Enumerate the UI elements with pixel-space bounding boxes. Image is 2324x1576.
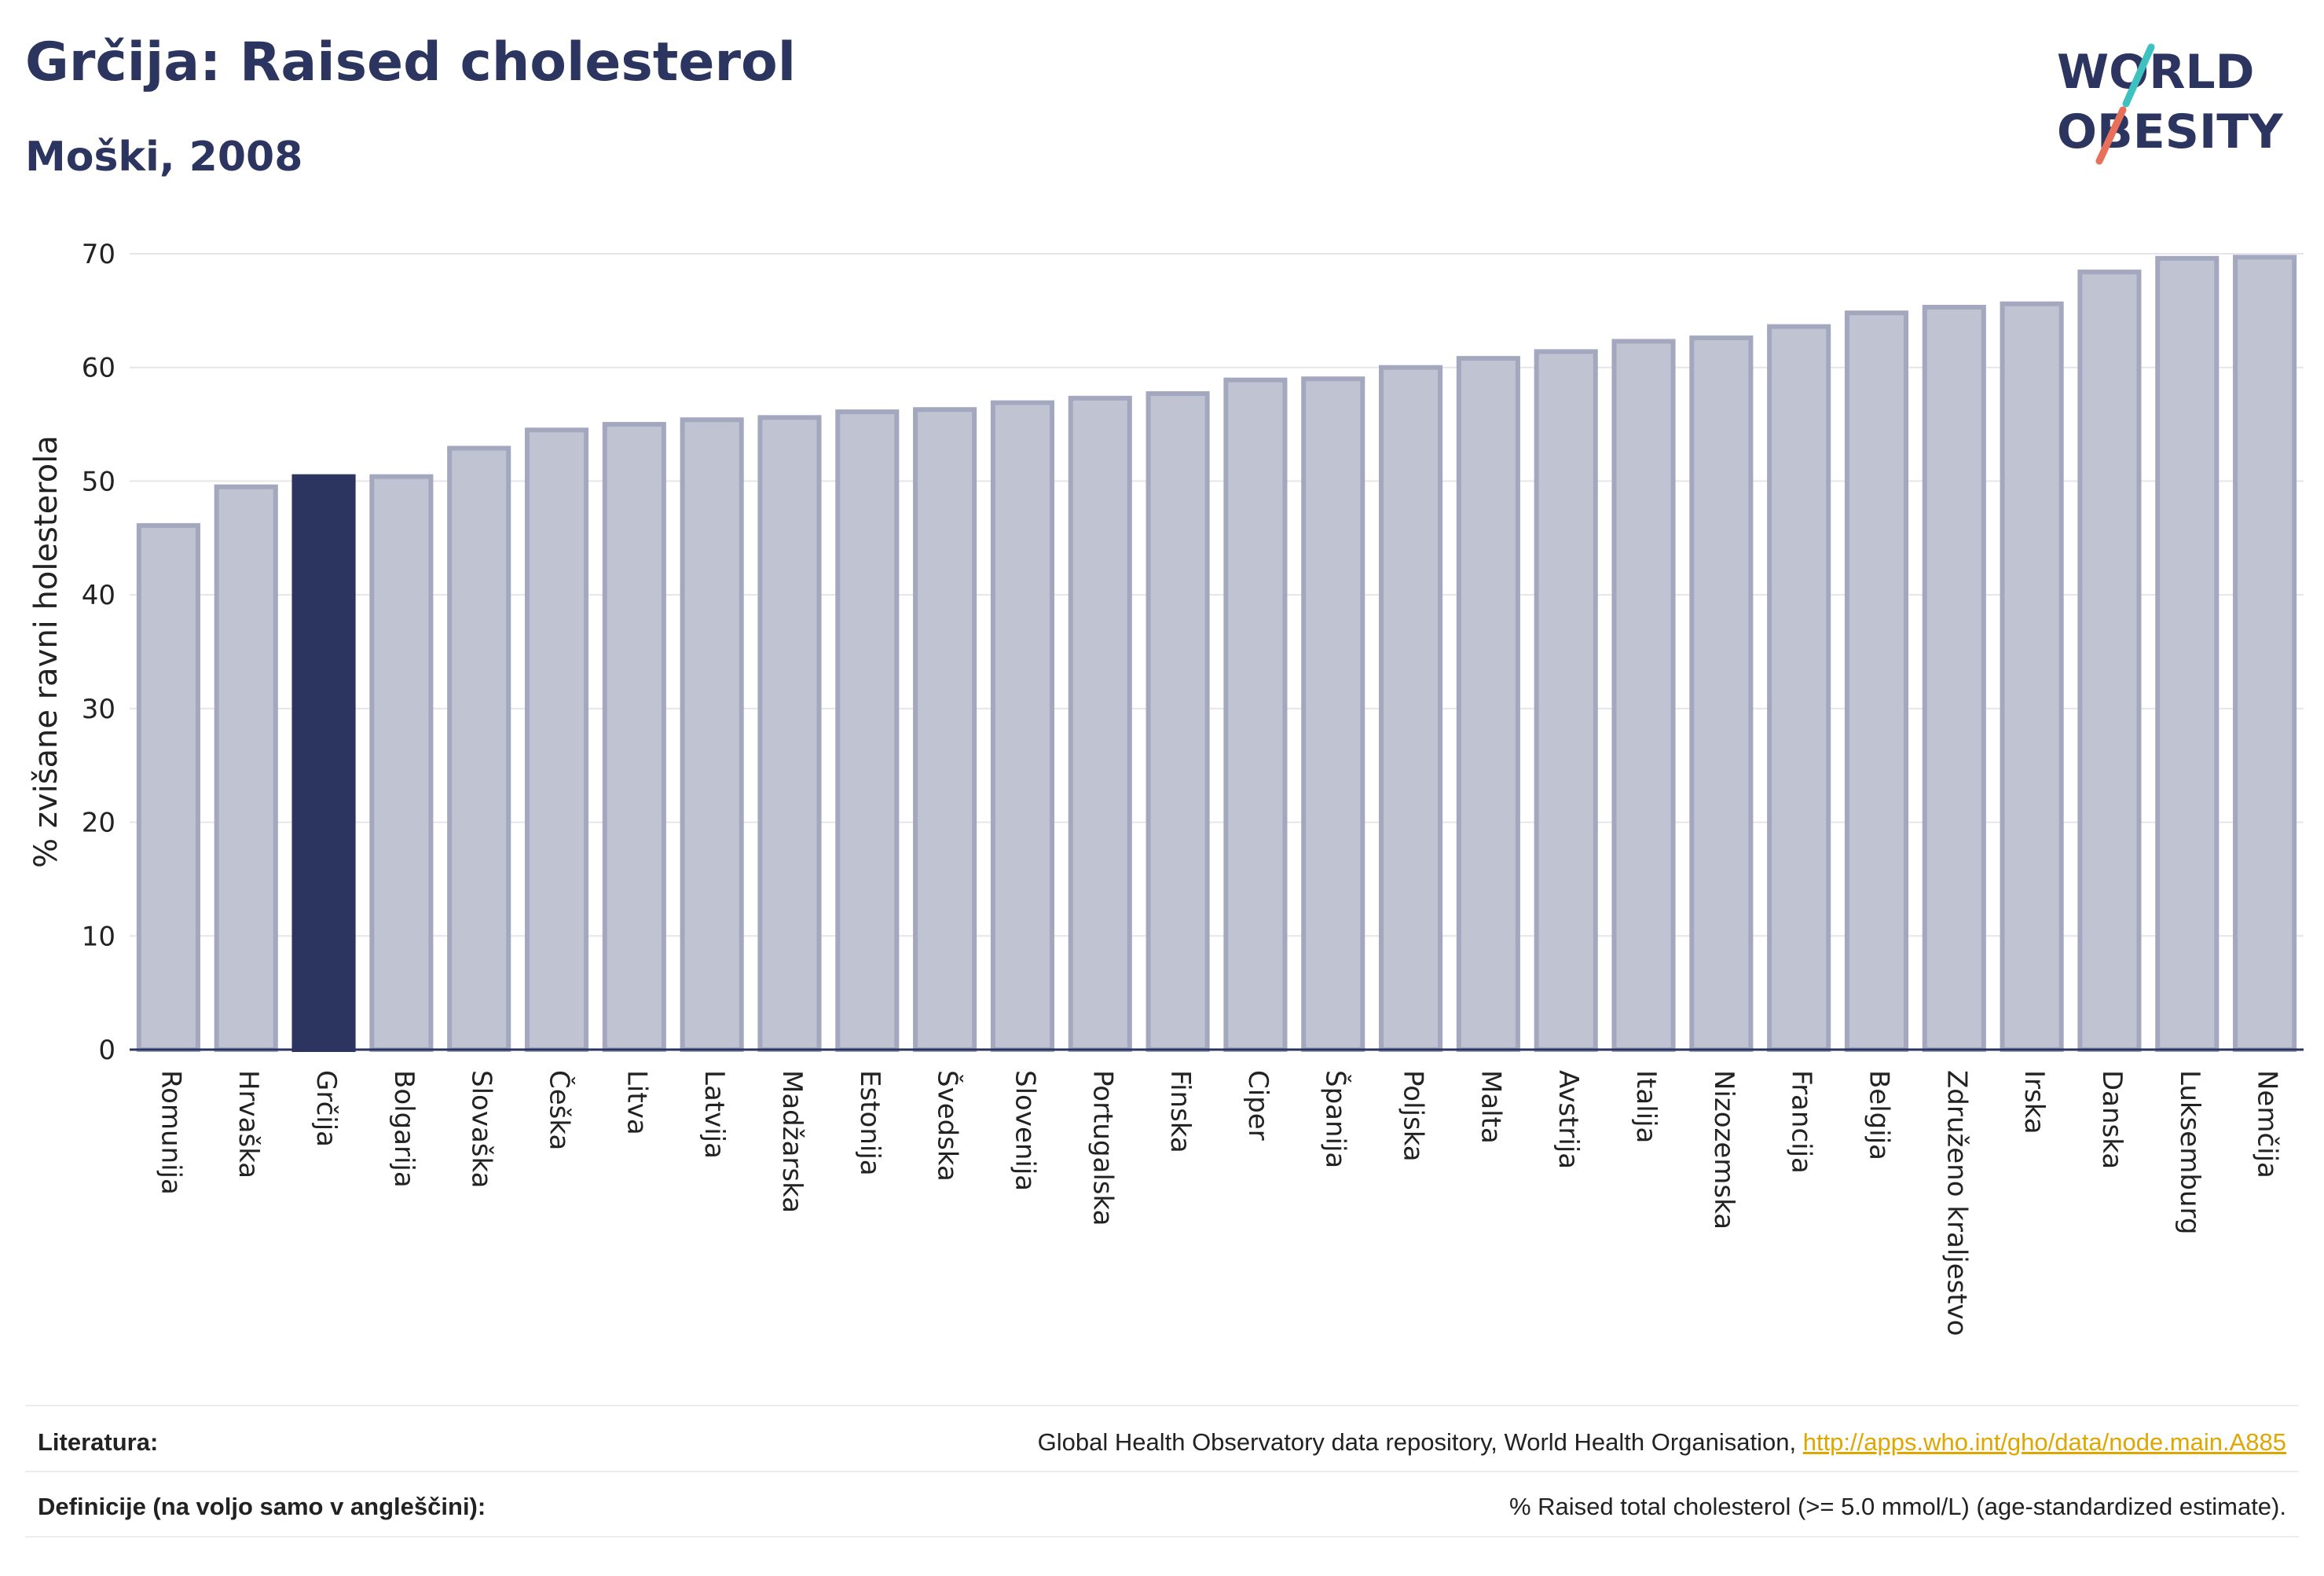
bar-chart: 0 10 20 30 40 50 60 70 Romunija Hrvaška Grčija Bol… bbox=[28, 239, 2304, 1336]
x-tick-label: Luksemburg bbox=[2174, 1070, 2205, 1234]
x-tick-label: Belgija bbox=[1863, 1070, 1894, 1160]
world-obesity-logo[interactable]: WORLD OBESITY bbox=[2051, 31, 2310, 173]
x-tick-label: Slovenija bbox=[1009, 1070, 1040, 1191]
bar[interactable] bbox=[913, 407, 977, 1052]
bar[interactable] bbox=[1068, 395, 1132, 1052]
bars bbox=[136, 255, 2297, 1053]
x-tick-label: Španija bbox=[1320, 1070, 1352, 1168]
bar[interactable] bbox=[2077, 269, 2142, 1052]
bar[interactable] bbox=[1767, 324, 1831, 1053]
sources-link[interactable]: http://apps.who.int/gho/data/node.main.A… bbox=[1802, 1428, 2286, 1456]
bar[interactable] bbox=[136, 522, 200, 1052]
definitions-label: Definicije (na voljo samo v angleščini): bbox=[38, 1493, 486, 1520]
bar[interactable] bbox=[757, 415, 822, 1052]
bar[interactable] bbox=[1456, 356, 1520, 1052]
bar[interactable] bbox=[602, 422, 666, 1052]
sources-label: Literatura: bbox=[38, 1428, 159, 1456]
page-subtitle: Moški, 2008 bbox=[25, 134, 303, 181]
x-tick-label: Hrvaška bbox=[233, 1070, 264, 1178]
bar[interactable] bbox=[1379, 365, 1443, 1052]
footer-divider-top bbox=[25, 1405, 2299, 1406]
x-tick-label: Poljska bbox=[1398, 1070, 1429, 1162]
x-tick-label: Portugalska bbox=[1087, 1070, 1118, 1226]
bar[interactable] bbox=[835, 409, 900, 1052]
y-tick-label: 20 bbox=[82, 808, 115, 839]
x-tick-label: Avstrija bbox=[1552, 1070, 1584, 1169]
x-tick-label: Litva bbox=[621, 1070, 652, 1135]
bar[interactable] bbox=[524, 427, 589, 1052]
logo-line2: OBESITY bbox=[2057, 104, 2284, 159]
y-tick-label: 70 bbox=[82, 239, 115, 270]
y-tick-label: 10 bbox=[82, 921, 115, 952]
x-tick-label: Finska bbox=[1164, 1070, 1196, 1153]
y-axis-ticks: 0 10 20 30 40 50 60 70 bbox=[82, 239, 115, 1066]
bar[interactable] bbox=[291, 474, 356, 1052]
bar[interactable] bbox=[990, 400, 1054, 1052]
y-tick-label: 60 bbox=[82, 353, 115, 384]
x-tick-label: Irska bbox=[2018, 1070, 2050, 1134]
x-tick-label: Grčija bbox=[310, 1070, 342, 1147]
logo-line1: WORLD bbox=[2057, 45, 2254, 100]
y-axis-label: % zvišane ravni holesterola bbox=[28, 435, 64, 868]
logo-slash-lower bbox=[2095, 106, 2127, 165]
bar[interactable] bbox=[2000, 301, 2064, 1053]
logo-slash-upper bbox=[2122, 43, 2155, 108]
footer-divider-bottom bbox=[25, 1536, 2299, 1538]
footer-divider-middle bbox=[25, 1471, 2299, 1472]
x-axis-labels: Romunija Hrvaška Grčija Bolgarija Slovaška Če… bbox=[155, 1070, 2282, 1336]
bar[interactable] bbox=[1611, 339, 1676, 1052]
y-tick-label: 40 bbox=[82, 580, 115, 611]
y-tick-label: 0 bbox=[98, 1035, 115, 1066]
bar[interactable] bbox=[2233, 255, 2297, 1052]
x-tick-label: Estonija bbox=[854, 1070, 885, 1176]
x-tick-label: Švedska bbox=[932, 1070, 964, 1182]
sources-text: Global Health Observatory data repositor… bbox=[1037, 1428, 1803, 1456]
y-tick-label: 30 bbox=[82, 694, 115, 725]
bar[interactable] bbox=[1223, 377, 1288, 1052]
bar[interactable] bbox=[1534, 349, 1598, 1052]
x-tick-label: Madžarska bbox=[776, 1070, 808, 1213]
page-title: Grčija: Raised cholesterol bbox=[25, 31, 797, 93]
bar[interactable] bbox=[1922, 305, 1986, 1053]
x-tick-label: Romunija bbox=[155, 1070, 186, 1195]
x-tick-label: Malta bbox=[1475, 1070, 1506, 1144]
bar[interactable] bbox=[1689, 335, 1754, 1052]
x-tick-label: Slovaška bbox=[466, 1070, 497, 1188]
x-tick-label: Danska bbox=[2096, 1070, 2128, 1169]
bar[interactable] bbox=[1301, 376, 1365, 1052]
bar[interactable] bbox=[369, 474, 434, 1052]
x-tick-label: Češka bbox=[544, 1070, 576, 1150]
bar[interactable] bbox=[214, 484, 278, 1052]
x-tick-label: Francija bbox=[1786, 1070, 1817, 1174]
x-tick-label: Italija bbox=[1630, 1070, 1662, 1143]
x-tick-label: Nizozemska bbox=[1708, 1070, 1739, 1230]
x-tick-label: Latvija bbox=[698, 1070, 730, 1159]
bar[interactable] bbox=[2155, 255, 2220, 1052]
definitions-value: % Raised total cholesterol (>= 5.0 mmol/… bbox=[1508, 1493, 2286, 1520]
x-tick-label: Ciper bbox=[1242, 1070, 1274, 1141]
sources-value: Global Health Observatory data repositor… bbox=[1038, 1428, 2286, 1457]
bar[interactable] bbox=[447, 445, 511, 1052]
bar[interactable] bbox=[1146, 390, 1210, 1052]
x-tick-label: Združeno kraljestvo bbox=[1941, 1070, 1972, 1336]
x-tick-label: Nemčija bbox=[2252, 1070, 2283, 1178]
bar[interactable] bbox=[680, 417, 744, 1052]
x-tick-label: Bolgarija bbox=[388, 1070, 420, 1188]
bar[interactable] bbox=[1844, 310, 1909, 1053]
y-tick-label: 50 bbox=[82, 466, 115, 497]
